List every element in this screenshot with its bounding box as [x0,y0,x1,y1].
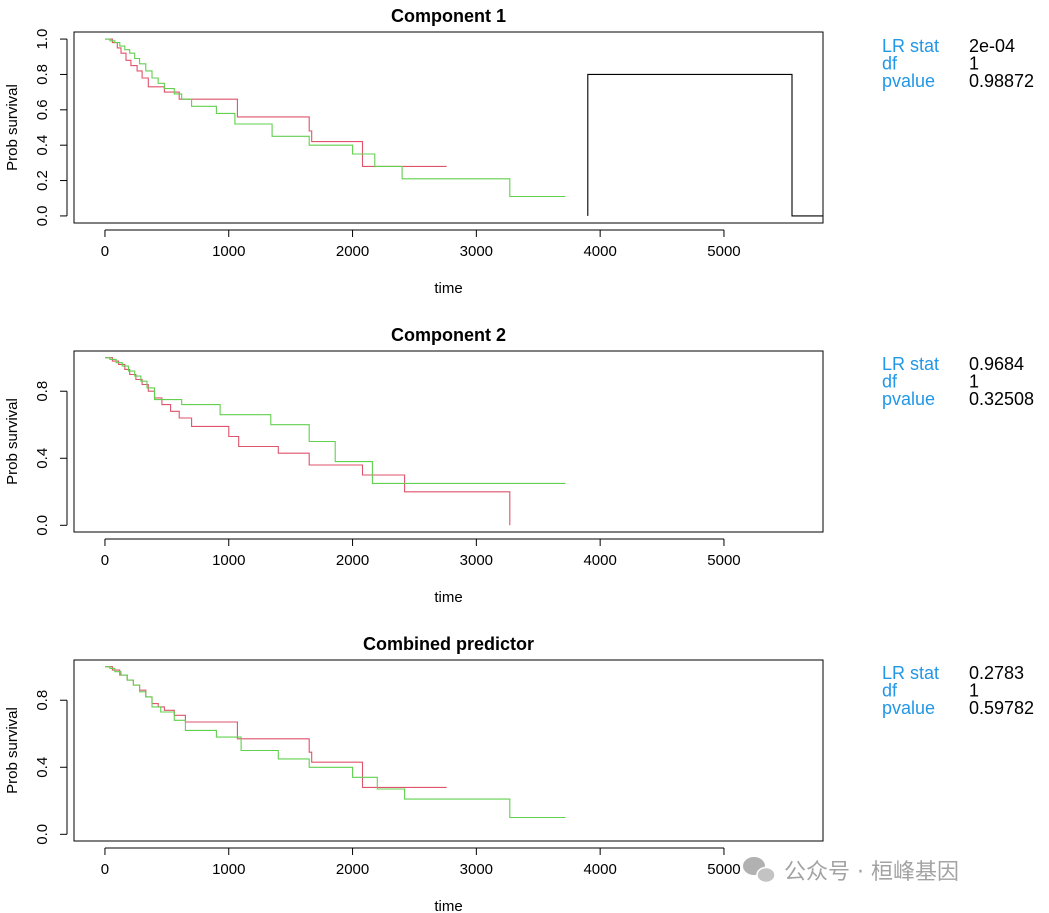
x-tick-label: 1000 [212,243,245,260]
stat-label: LR stat [882,663,939,683]
plot-frame [73,659,824,842]
stat-value: 2e-04 [969,36,1015,56]
panel-2: Component 2 0 1000 2000 3000 4000 5000 time 0.0 0… [4,325,1034,606]
stat-label: pvalue [882,698,935,718]
y-tick-label: 0.8 [34,690,51,711]
stat-label: df [882,54,898,74]
x-tick-label: 0 [101,243,109,260]
series-line-2 [105,357,566,484]
stat-label: LR stat [882,354,939,374]
x-tick-label: 1000 [212,861,245,878]
wechat-icon-bubble-small [756,866,776,884]
x-tick-label: 5000 [707,243,740,260]
series-line-2 [105,38,566,198]
series-line-3 [587,73,823,217]
series-line-1 [105,666,447,788]
wechat-icon [743,857,776,884]
stat-label: df [882,681,898,701]
watermark-text: 公众号 · 桓峰基因 [784,860,959,885]
chart-title: Component 1 [391,6,506,26]
x-tick-label: 5000 [707,861,740,878]
chart-title: Combined predictor [363,634,534,654]
y-tick-label: 0.0 [34,515,51,536]
chart-title: Component 2 [391,325,506,345]
watermark: 公众号 · 桓峰基因 [743,857,959,885]
x-tick-label: 1000 [212,552,245,569]
stat-label: df [882,372,898,392]
panel-1: Component 1 0 1000 2000 3000 4000 5000 time 0.0 0… [4,6,1034,297]
x-tick-label: 3000 [460,861,493,878]
x-axis-label: time [434,589,462,606]
stat-label: pvalue [882,389,935,409]
stat-value: 0.32508 [969,389,1034,409]
y-tick-label: 1.0 [34,29,51,50]
x-tick-label: 4000 [583,552,616,569]
plot-frame [73,350,824,533]
series-line-1 [105,38,447,167]
stat-value: 1 [969,372,979,392]
stat-value: 0.9684 [969,354,1024,374]
x-tick-label: 2000 [336,552,369,569]
y-tick-label: 0.2 [34,170,51,191]
y-axis-label: Prob survival [4,707,21,794]
y-tick-label: 0.8 [34,64,51,85]
stat-value: 1 [969,54,979,74]
x-axis-label: time [434,280,462,297]
series-line-2 [105,666,566,819]
x-tick-label: 2000 [336,243,369,260]
x-tick-label: 4000 [583,861,616,878]
stat-value: 1 [969,681,979,701]
stat-label: pvalue [882,71,935,91]
x-tick-label: 0 [101,552,109,569]
x-tick-label: 0 [101,861,109,878]
y-tick-label: 0.0 [34,824,51,845]
y-tick-label: 0.4 [34,448,51,469]
stat-value: 0.59782 [969,698,1034,718]
y-axis-label: Prob survival [4,84,21,171]
x-tick-label: 4000 [583,243,616,260]
y-tick-label: 0.0 [34,205,51,226]
stat-value: 0.2783 [969,663,1024,683]
x-tick-label: 3000 [460,243,493,260]
y-tick-label: 0.6 [34,99,51,120]
series-line-1 [105,357,511,526]
x-axis-label: time [434,898,462,913]
x-tick-label: 5000 [707,552,740,569]
x-tick-label: 3000 [460,552,493,569]
panel-3: Combined predictor 0 1000 2000 3000 4000 5000 t… [4,634,1034,913]
stat-label: LR stat [882,36,939,56]
y-axis-label: Prob survival [4,398,21,485]
plot-frame [73,31,824,224]
x-tick-label: 2000 [336,861,369,878]
y-tick-label: 0.8 [34,381,51,402]
y-tick-label: 0.4 [34,135,51,156]
stat-value: 0.98872 [969,71,1034,91]
y-tick-label: 0.4 [34,757,51,778]
